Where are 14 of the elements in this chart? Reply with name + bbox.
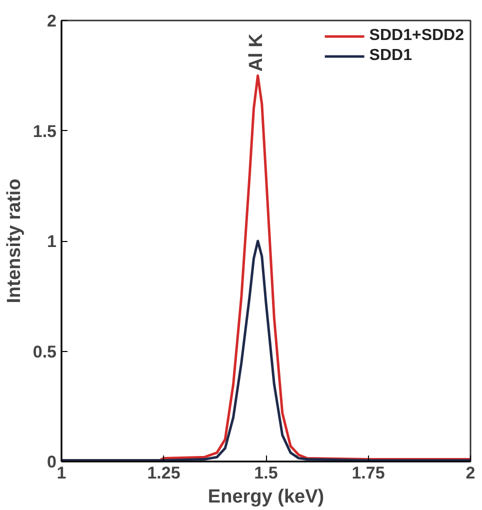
x-tick-label: 1.25 [147, 464, 180, 482]
x-axis-title: Energy (keV) [208, 486, 324, 508]
y-axis-title: Intensity ratio [4, 178, 25, 304]
legend-label: SDD1+SDD2 [369, 27, 464, 45]
y-tick-label: 1.5 [32, 122, 57, 141]
annotation: Al K [246, 33, 267, 72]
legend-label: SDD1 [369, 47, 412, 65]
y-tick-label: 0 [47, 452, 57, 472]
y-tick-label: 2 [47, 12, 57, 30]
y-tick-label: 0.5 [32, 342, 57, 362]
x-tick-label: 1.75 [352, 464, 385, 482]
x-tick-label: 1.5 [254, 464, 278, 482]
x-tick-label: 2 [466, 464, 476, 482]
y-tick-label: 1 [47, 232, 57, 251]
